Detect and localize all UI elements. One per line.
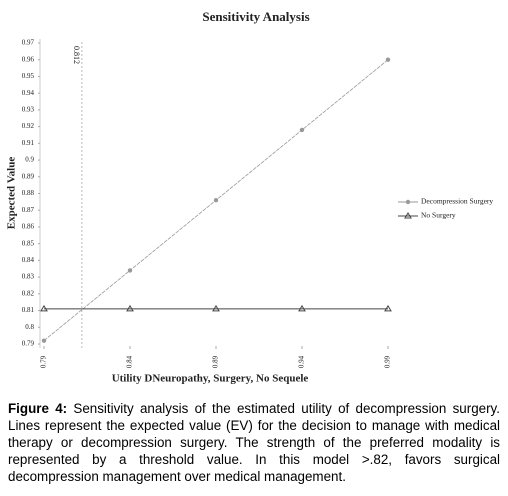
- x-tick-label: 0.89: [212, 355, 220, 368]
- legend-label: No Surgery: [421, 211, 456, 220]
- data-point: [212, 304, 220, 312]
- y-tick-label: 0.9: [25, 156, 34, 164]
- data-point: [298, 304, 306, 312]
- x-tick-label: 0.94: [298, 355, 306, 368]
- data-point: [126, 304, 134, 312]
- y-tick-label: 0.83: [22, 273, 35, 281]
- data-point: [40, 304, 48, 312]
- y-tick-label: 0.93: [22, 105, 35, 113]
- x-tick-label: 0.99: [384, 355, 392, 368]
- caption-label: Figure 4:: [8, 401, 68, 416]
- y-tick-label: 0.95: [22, 72, 35, 80]
- y-tick-label: 0.82: [22, 289, 35, 297]
- y-tick-label: 0.8: [25, 323, 34, 331]
- y-tick-label: 0.97: [22, 39, 35, 47]
- caption: Figure 4: Sensitivity analysis of the es…: [8, 400, 500, 485]
- y-tick-label: 0.81: [22, 306, 35, 314]
- y-tick-label: 0.96: [22, 55, 35, 63]
- x-axis-label: Utility DNeuropathy, Surgery, No Sequele: [112, 373, 309, 385]
- y-tick-label: 0.88: [22, 189, 35, 197]
- x-tick-label: 0.79: [40, 355, 48, 368]
- legend-label: Decompression Surgery: [421, 197, 493, 206]
- data-point: [127, 268, 133, 273]
- data-point: [299, 127, 305, 133]
- data-point: [41, 338, 47, 343]
- y-tick-label: 0.87: [22, 206, 35, 214]
- legend-marker: [404, 212, 412, 219]
- y-tick-label: 0.92: [22, 122, 35, 130]
- data-point: [384, 304, 392, 312]
- y-tick-label: 0.91: [22, 139, 35, 147]
- data-point: [385, 57, 391, 62]
- legend-marker: [405, 199, 411, 205]
- y-tick-label: 0.86: [22, 223, 35, 231]
- y-tick-label: 0.85: [22, 239, 35, 247]
- y-tick-label: 0.94: [22, 89, 35, 97]
- caption-text: Sensitivity analysis of the estimated ut…: [8, 401, 500, 484]
- data-point: [213, 197, 219, 203]
- y-axis-label: Expected Value: [6, 157, 18, 230]
- y-tick-label: 0.79: [22, 340, 35, 348]
- x-tick-label: 0.84: [126, 355, 134, 368]
- y-tick-label: 0.84: [22, 256, 35, 264]
- threshold-label: 0.812: [72, 46, 81, 64]
- y-tick-label: 0.89: [22, 172, 35, 180]
- chart: Sensitivity Analysis Utility DNeuropathy…: [6, 9, 494, 385]
- chart-title: Sensitivity Analysis: [202, 9, 309, 24]
